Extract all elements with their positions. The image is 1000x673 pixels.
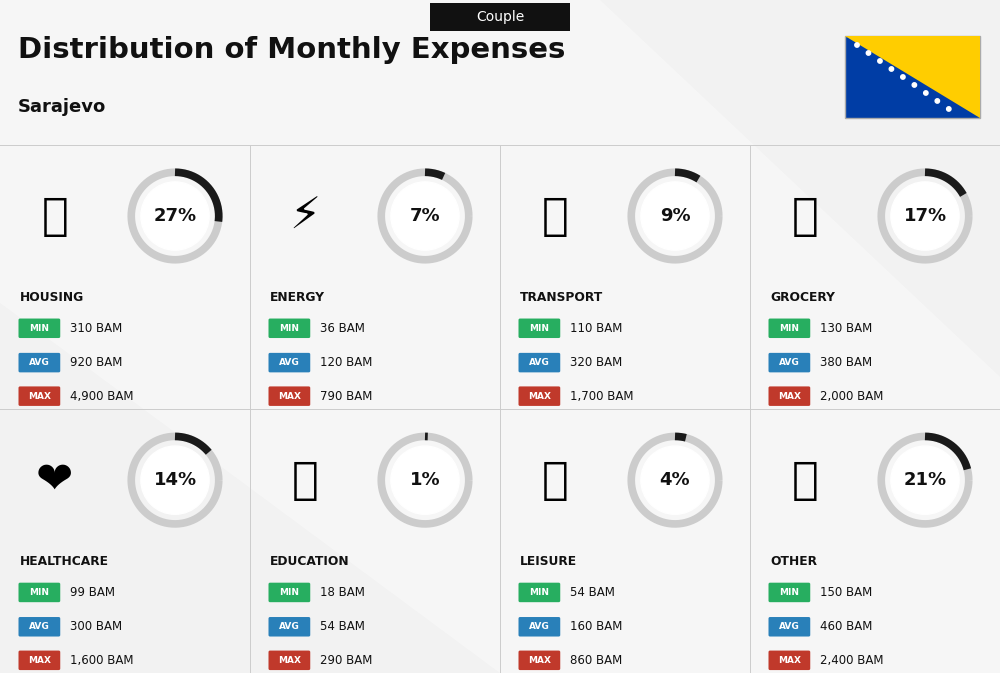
FancyBboxPatch shape: [268, 651, 310, 670]
Circle shape: [889, 67, 894, 71]
Text: MAX: MAX: [528, 656, 551, 665]
FancyBboxPatch shape: [518, 386, 560, 406]
Circle shape: [641, 446, 709, 514]
FancyBboxPatch shape: [768, 318, 810, 338]
Text: MAX: MAX: [28, 392, 51, 400]
Text: MIN: MIN: [279, 324, 299, 332]
FancyBboxPatch shape: [268, 583, 310, 602]
Text: 130 BAM: 130 BAM: [820, 322, 872, 334]
Text: MIN: MIN: [279, 588, 299, 597]
Text: 380 BAM: 380 BAM: [820, 356, 872, 369]
Text: MIN: MIN: [29, 324, 49, 332]
FancyBboxPatch shape: [518, 583, 560, 602]
Text: ⚡: ⚡: [289, 194, 321, 238]
Text: Couple: Couple: [476, 10, 524, 24]
Text: 860 BAM: 860 BAM: [570, 654, 622, 667]
Text: 4%: 4%: [660, 471, 690, 489]
Text: 36 BAM: 36 BAM: [320, 322, 365, 334]
Text: 54 BAM: 54 BAM: [320, 621, 365, 633]
Text: ❤️: ❤️: [36, 459, 74, 501]
Circle shape: [878, 59, 882, 63]
Circle shape: [391, 446, 459, 514]
Text: 54 BAM: 54 BAM: [570, 586, 615, 599]
Circle shape: [391, 182, 459, 250]
Circle shape: [924, 91, 928, 95]
Text: AVG: AVG: [529, 358, 550, 367]
Text: LEISURE: LEISURE: [520, 555, 577, 569]
Text: MIN: MIN: [529, 588, 549, 597]
Text: 99 BAM: 99 BAM: [70, 586, 115, 599]
Circle shape: [866, 50, 871, 55]
Text: 290 BAM: 290 BAM: [320, 654, 372, 667]
Text: 🛍️: 🛍️: [542, 459, 568, 501]
Text: AVG: AVG: [29, 358, 50, 367]
Text: 320 BAM: 320 BAM: [570, 356, 622, 369]
FancyBboxPatch shape: [430, 3, 570, 31]
Text: MIN: MIN: [779, 324, 799, 332]
Text: 150 BAM: 150 BAM: [820, 586, 872, 599]
FancyBboxPatch shape: [845, 36, 980, 118]
Text: MAX: MAX: [778, 392, 801, 400]
Circle shape: [901, 75, 905, 79]
Circle shape: [912, 83, 917, 87]
Text: 9%: 9%: [660, 207, 690, 225]
Text: MIN: MIN: [779, 588, 799, 597]
Text: 7%: 7%: [410, 207, 440, 225]
Circle shape: [641, 182, 709, 250]
Text: 21%: 21%: [903, 471, 947, 489]
FancyBboxPatch shape: [18, 318, 60, 338]
Text: AVG: AVG: [779, 358, 800, 367]
Circle shape: [855, 43, 859, 47]
FancyBboxPatch shape: [268, 386, 310, 406]
Text: 110 BAM: 110 BAM: [570, 322, 622, 334]
Text: 🏢: 🏢: [42, 194, 68, 238]
Circle shape: [141, 182, 209, 250]
Text: 120 BAM: 120 BAM: [320, 356, 372, 369]
FancyBboxPatch shape: [268, 617, 310, 637]
Text: 2,400 BAM: 2,400 BAM: [820, 654, 884, 667]
FancyBboxPatch shape: [768, 651, 810, 670]
Text: 460 BAM: 460 BAM: [820, 621, 872, 633]
Text: MIN: MIN: [29, 588, 49, 597]
FancyBboxPatch shape: [268, 353, 310, 372]
Text: 4,900 BAM: 4,900 BAM: [70, 390, 134, 402]
Text: 2,000 BAM: 2,000 BAM: [820, 390, 883, 402]
FancyBboxPatch shape: [518, 353, 560, 372]
FancyBboxPatch shape: [518, 651, 560, 670]
Circle shape: [141, 446, 209, 514]
Text: HEALTHCARE: HEALTHCARE: [20, 555, 109, 569]
Text: 1,600 BAM: 1,600 BAM: [70, 654, 134, 667]
Text: AVG: AVG: [279, 623, 300, 631]
Circle shape: [891, 446, 959, 514]
Text: 27%: 27%: [153, 207, 197, 225]
Circle shape: [891, 182, 959, 250]
Text: 790 BAM: 790 BAM: [320, 390, 372, 402]
Text: AVG: AVG: [779, 623, 800, 631]
FancyBboxPatch shape: [768, 617, 810, 637]
Text: OTHER: OTHER: [770, 555, 817, 569]
FancyBboxPatch shape: [18, 386, 60, 406]
Text: Distribution of Monthly Expenses: Distribution of Monthly Expenses: [18, 36, 565, 64]
Text: 17%: 17%: [903, 207, 947, 225]
Text: MAX: MAX: [528, 392, 551, 400]
Text: Sarajevo: Sarajevo: [18, 98, 106, 116]
FancyBboxPatch shape: [768, 353, 810, 372]
Circle shape: [935, 99, 940, 103]
FancyBboxPatch shape: [268, 318, 310, 338]
Text: HOUSING: HOUSING: [20, 291, 84, 304]
Text: MAX: MAX: [278, 392, 301, 400]
FancyBboxPatch shape: [18, 353, 60, 372]
Text: 310 BAM: 310 BAM: [70, 322, 122, 334]
Text: MAX: MAX: [28, 656, 51, 665]
Text: 1%: 1%: [410, 471, 440, 489]
Text: AVG: AVG: [529, 623, 550, 631]
Text: 1,700 BAM: 1,700 BAM: [570, 390, 634, 402]
Text: GROCERY: GROCERY: [770, 291, 835, 304]
Text: 14%: 14%: [153, 471, 197, 489]
Text: AVG: AVG: [29, 623, 50, 631]
Text: ENERGY: ENERGY: [270, 291, 325, 304]
FancyBboxPatch shape: [768, 583, 810, 602]
Text: AVG: AVG: [279, 358, 300, 367]
Polygon shape: [845, 36, 980, 118]
